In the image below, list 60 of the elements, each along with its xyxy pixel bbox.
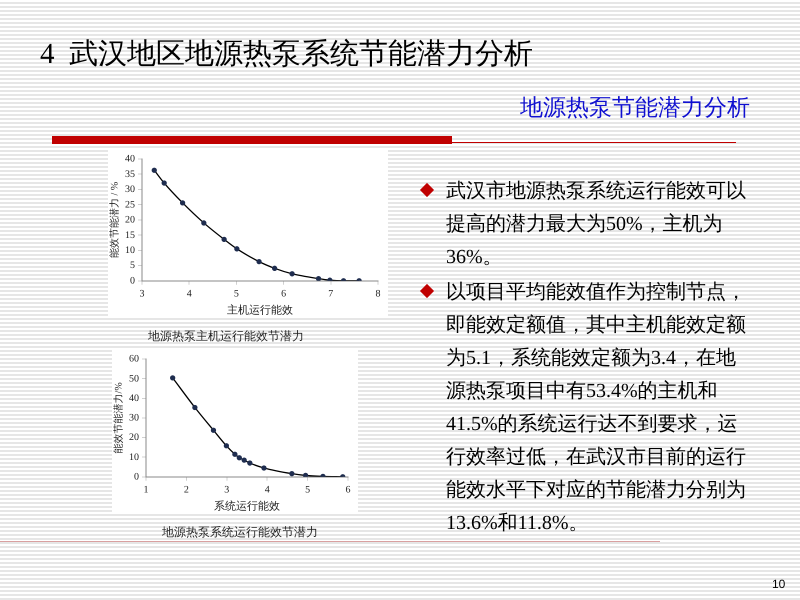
y-tick-label: 10 — [129, 452, 139, 463]
x-tick-label: 3 — [140, 288, 144, 300]
x-tick-label: 5 — [305, 484, 310, 496]
x-tick-label: 6 — [281, 288, 286, 300]
x-tick-label: 1 — [144, 484, 148, 496]
y-tick-label: 0 — [134, 471, 139, 482]
x-axis-title: 系统运行能效 — [214, 499, 280, 512]
point — [232, 452, 238, 457]
x-tick-label: 7 — [328, 288, 334, 300]
y-tick-label: 25 — [125, 199, 135, 210]
point — [289, 271, 295, 276]
point — [261, 465, 267, 471]
y-tick-label: 60 — [129, 354, 139, 365]
x-tick-label: 3 — [224, 484, 230, 496]
y-tick-label: 20 — [129, 432, 139, 444]
point — [236, 455, 242, 460]
x-tick-label: 8 — [376, 288, 380, 300]
text: 地源热泵节能潜力分析 — [520, 94, 750, 123]
point — [162, 180, 167, 186]
y-tick-label: 40 — [129, 392, 139, 404]
point — [180, 200, 186, 206]
point — [242, 457, 247, 463]
point — [170, 375, 176, 380]
x-tick-label: 4 — [186, 288, 192, 300]
text: 地源热泵系统运行能效节潜力 — [162, 524, 318, 541]
point — [192, 404, 198, 410]
point — [302, 472, 308, 477]
y-tick-label: 30 — [129, 412, 139, 424]
y-tick-label: 50 — [129, 373, 139, 384]
y-tick-label: 30 — [125, 184, 135, 196]
point — [224, 443, 230, 448]
point — [272, 266, 278, 271]
point — [256, 258, 262, 264]
y-tick-label: 40 — [125, 154, 135, 165]
y-axis-title: 能效节能潜力/% — [112, 382, 125, 454]
point — [201, 220, 206, 226]
text: 10 — [772, 577, 786, 591]
point — [152, 168, 157, 173]
point — [289, 471, 294, 476]
y-axis-title: 能效节能潜力 / % — [108, 182, 121, 258]
y-tick-label: 0 — [130, 275, 135, 286]
point — [247, 460, 252, 466]
y-tick-label: 15 — [125, 230, 135, 241]
point — [210, 428, 216, 433]
x-tick-label: 6 — [346, 484, 350, 496]
x-tick-label: 5 — [234, 288, 239, 300]
text: 武汉市地源热泵系统运行能效可以提高的潜力最大为50%，主机为36%。 — [446, 179, 746, 270]
point — [316, 276, 322, 281]
point — [234, 246, 240, 252]
y-tick-label: 10 — [125, 244, 135, 256]
y-tick-label: 35 — [125, 168, 135, 180]
x-tick-label: 4 — [264, 484, 270, 496]
x-axis-title: 主机运行能效 — [227, 303, 293, 316]
y-tick-label: 20 — [125, 214, 135, 226]
text: 以项目平均能效值作为控制节点，即能效定额值，其中主机能效定额为5.1，系统能效定额为3.4，在地源热泵项目中有53.4%的主机和41.5%的系统运行达不到要求，运行效率过低，在武汉市目前的运行能效水平下对应的节能潜力分别为13.6%和11.8%。 — [446, 280, 746, 536]
x-tick-label: 2 — [184, 484, 189, 496]
y-tick-label: 5 — [130, 260, 135, 272]
point — [221, 236, 227, 242]
text: 地源热泵主机运行能效节潜力 — [148, 328, 304, 345]
text: 4 武汉地区地源热泵系统节能潜力分析 — [40, 37, 533, 72]
